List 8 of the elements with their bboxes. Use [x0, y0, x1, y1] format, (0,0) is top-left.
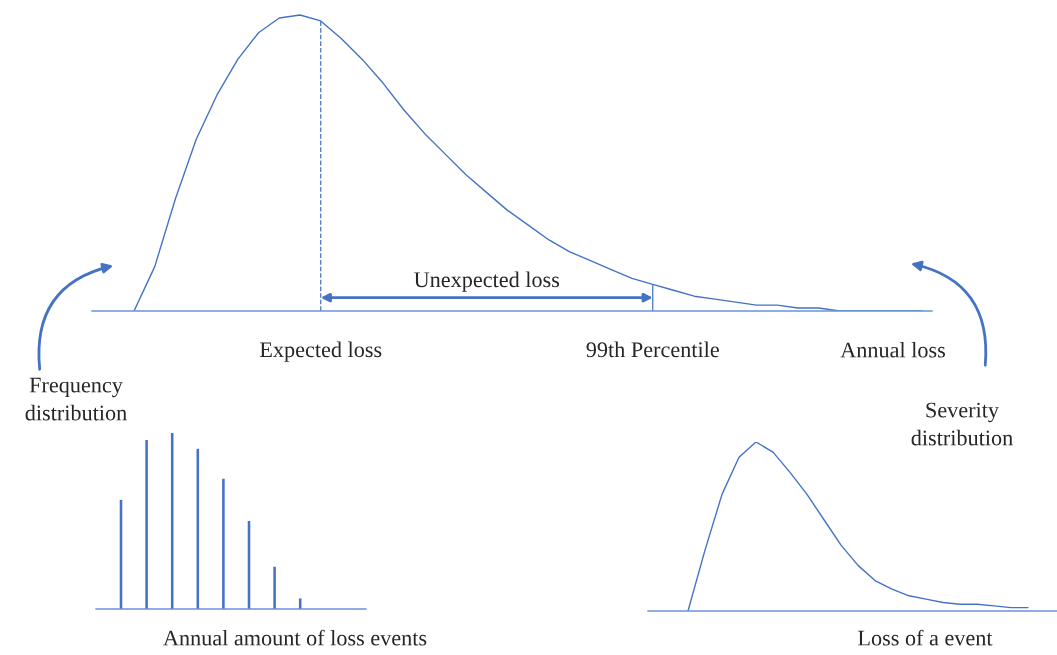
x-tick-label: Expected loss	[259, 341, 382, 362]
text: Frequency distribution	[25, 377, 127, 421]
x-axis-title: Annual loss	[840, 341, 945, 358]
annotation: Severity distribution	[911, 402, 1013, 446]
annotation: Unexpected loss	[414, 271, 560, 292]
x-axis-title: Annual amount of loss events	[163, 629, 427, 646]
x-tick-label: 99th Percentile	[586, 341, 719, 358]
x-axis-title: Loss of a event	[858, 629, 993, 646]
